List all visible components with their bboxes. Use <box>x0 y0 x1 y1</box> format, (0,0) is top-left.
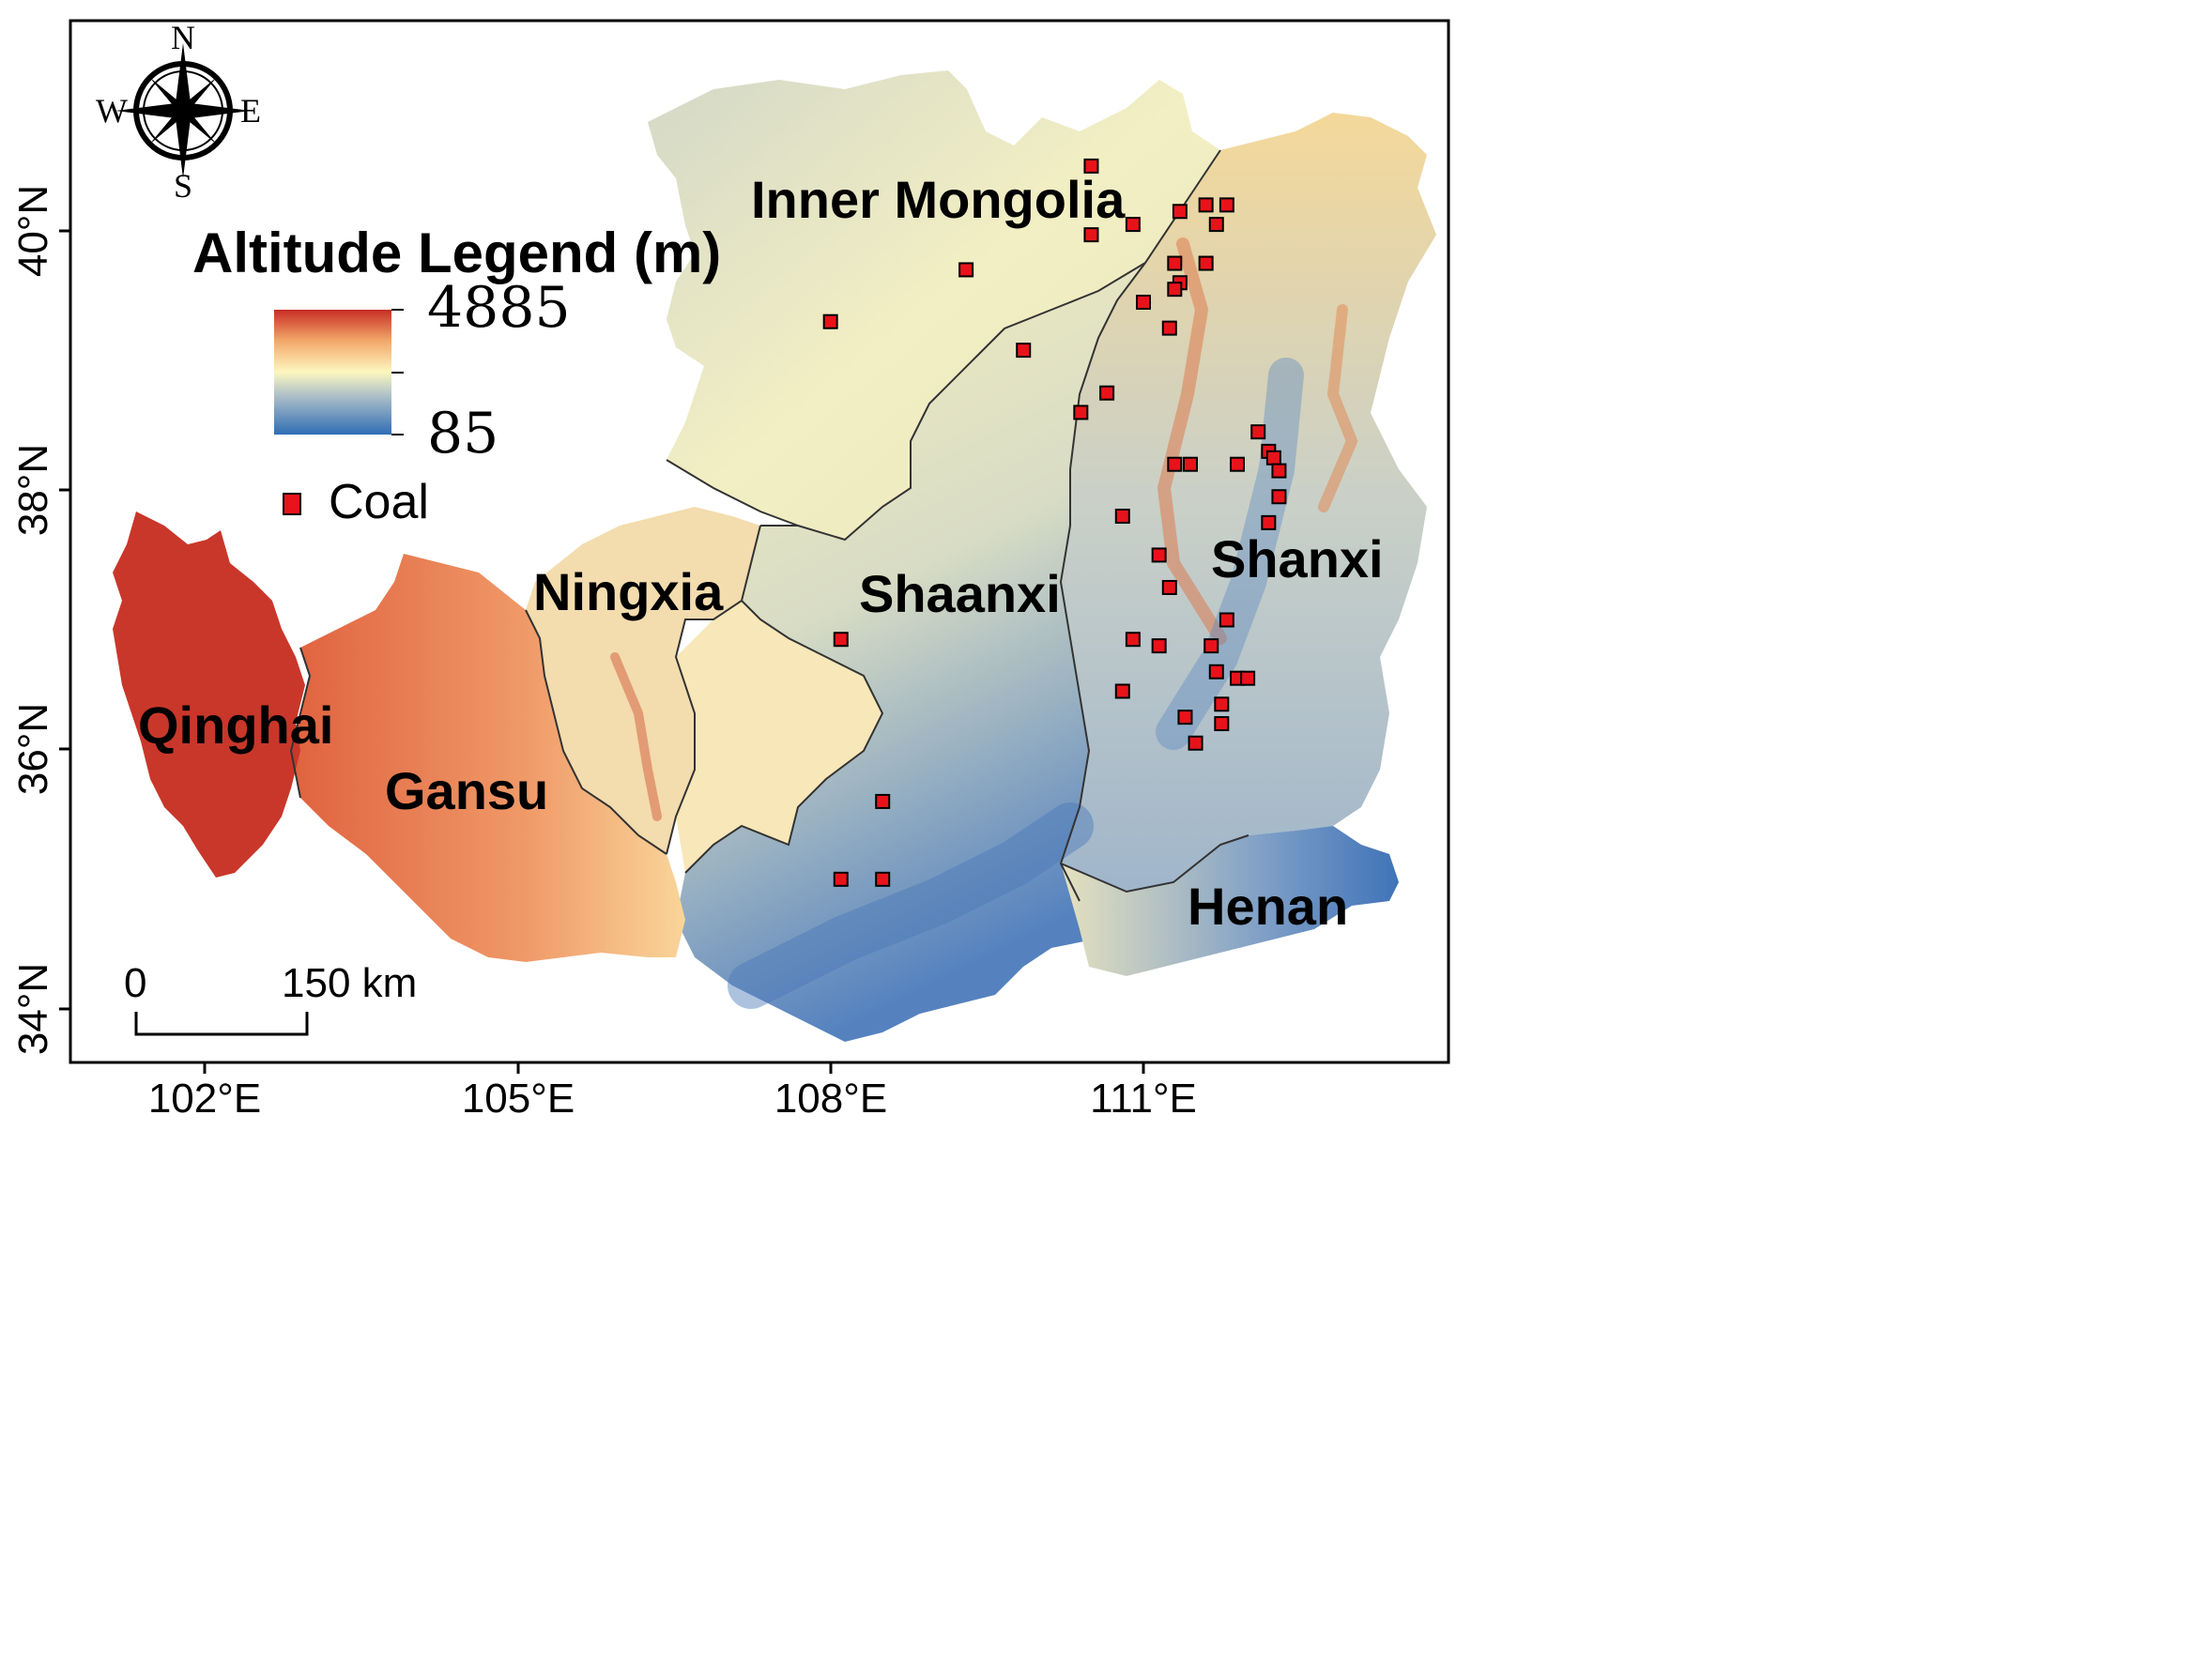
coal-site-marker <box>1208 217 1224 233</box>
coal-site-marker <box>1271 463 1287 479</box>
coal-site-marker <box>1183 456 1198 472</box>
lat-tick-40: 40°N <box>10 185 56 277</box>
province-labels: Inner Mongolia Shaanxi Shanxi Ningxia Qi… <box>138 170 1384 936</box>
coal-site-marker <box>1271 489 1287 505</box>
ridge-shanxi-east <box>1318 304 1358 512</box>
coal-site-marker <box>1167 282 1183 298</box>
compass-south: S <box>174 167 192 205</box>
coal-site-marker <box>1198 255 1214 271</box>
coal-sites <box>822 158 1287 887</box>
coal-site-marker <box>1214 716 1230 732</box>
lon-tick-111: 111°E <box>1090 1076 1197 1122</box>
coal-site-marker <box>833 871 849 887</box>
lon-tick-108: 108°E <box>774 1076 887 1122</box>
compass-west: W <box>96 92 128 130</box>
legend-max-value: 4885 <box>427 275 571 341</box>
coal-site-marker <box>833 632 849 648</box>
coal-site-marker <box>1016 343 1032 359</box>
coal-site-marker <box>1151 638 1167 654</box>
coal-site-marker <box>1161 579 1177 595</box>
ridge-shanxi <box>1157 237 1227 645</box>
coal-site-marker <box>1203 638 1219 654</box>
longitude-axis: 102°E 105°E 108°E 111°E <box>148 1062 1197 1122</box>
coal-site-marker <box>1198 197 1214 213</box>
coal-site-marker <box>1219 197 1234 213</box>
coal-site-marker <box>1167 255 1183 271</box>
region-gansu-east <box>676 601 882 873</box>
label-inner-mongolia: Inner Mongolia <box>751 170 1126 229</box>
coal-site-marker <box>1125 632 1141 648</box>
coal-site-marker <box>1261 514 1277 530</box>
scale-bar: 0 150 km <box>124 960 417 1036</box>
label-qinghai: Qinghai <box>138 695 333 755</box>
compass-east: E <box>240 92 261 130</box>
coal-site-marker <box>1073 405 1089 420</box>
coal-site-marker <box>1214 696 1230 712</box>
coal-site-marker <box>875 871 891 887</box>
coal-site-marker <box>1114 683 1130 699</box>
coal-site-marker <box>1136 294 1151 310</box>
basin-shanxi <box>1156 358 1304 750</box>
terrain-layer <box>113 70 1436 1042</box>
coal-site-marker <box>1083 227 1099 243</box>
lat-tick-34: 34°N <box>10 963 56 1055</box>
legend-coal-label: Coal <box>329 475 429 529</box>
coal-site-marker <box>1083 158 1099 174</box>
region-inner-mongolia <box>648 70 1220 540</box>
lon-tick-105: 105°E <box>462 1076 575 1122</box>
coal-site-marker <box>1250 424 1266 440</box>
legend-title: Altitude Legend (m) <box>192 221 721 284</box>
scale-end-label: 150 km <box>282 960 417 1006</box>
legend-coal-marker <box>283 493 301 515</box>
region-ningxia <box>526 507 760 854</box>
basin-shaanxi <box>728 802 1094 1009</box>
coal-site-marker <box>1167 456 1183 472</box>
label-gansu: Gansu <box>385 761 548 820</box>
label-shanxi: Shanxi <box>1211 529 1384 588</box>
coal-site-marker <box>1161 320 1177 336</box>
coal-site-marker <box>1114 508 1130 524</box>
region-qinghai <box>113 512 305 878</box>
coal-site-marker <box>1188 735 1203 751</box>
scale-start-label: 0 <box>124 960 146 1006</box>
lat-tick-38: 38°N <box>10 444 56 536</box>
coal-site-marker <box>958 262 974 278</box>
compass-rose-icon: N S E W <box>96 19 261 205</box>
coal-site-marker <box>1177 710 1193 725</box>
coal-site-marker <box>1265 450 1281 466</box>
altitude-legend: Altitude Legend (m) 4885 85 Coal <box>192 221 721 529</box>
coal-site-marker <box>875 793 891 809</box>
region-henan <box>1061 826 1399 976</box>
ridge-ningxia <box>610 652 662 821</box>
label-henan: Henan <box>1188 877 1348 936</box>
lon-tick-102: 102°E <box>148 1076 261 1122</box>
coal-site-marker <box>1240 670 1256 686</box>
lat-tick-36: 36°N <box>10 703 56 795</box>
coal-site-marker <box>1099 385 1115 401</box>
coal-site-marker <box>1172 204 1188 220</box>
coal-site-marker <box>1230 456 1245 472</box>
region-gansu <box>291 554 685 962</box>
province-boundaries <box>289 149 1249 902</box>
coal-site-marker <box>1208 664 1224 680</box>
legend-min-value: 85 <box>427 401 498 466</box>
latitude-axis: 40°N 38°N 36°N 34°N <box>10 185 70 1055</box>
compass-north: N <box>171 19 195 56</box>
region-shaanxi <box>676 263 1145 1042</box>
label-shaanxi: Shaanxi <box>859 564 1061 623</box>
legend-color-ramp <box>274 310 391 435</box>
label-ningxia: Ningxia <box>533 562 724 621</box>
coal-site-marker <box>1125 217 1141 233</box>
coal-site-marker <box>822 313 838 329</box>
coal-site-marker <box>1151 547 1167 563</box>
coal-site-marker <box>1219 612 1234 628</box>
